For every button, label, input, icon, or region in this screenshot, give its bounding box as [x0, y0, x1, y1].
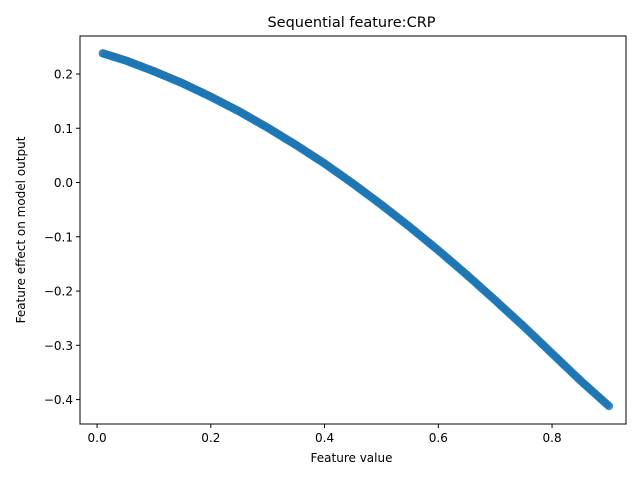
- y-tick-label: −0.4: [44, 393, 73, 407]
- x-tick-label: 0.0: [88, 431, 107, 445]
- x-tick-label: 0.4: [315, 431, 334, 445]
- plot-frame: [79, 35, 627, 425]
- x-axis-ticks: 0.0 0.2 0.4 0.6 0.8: [88, 424, 562, 445]
- y-tick-label: −0.3: [44, 339, 73, 353]
- x-tick-label: 0.8: [543, 431, 562, 445]
- y-tick-label: −0.1: [44, 230, 73, 244]
- y-axis-ticks: 0.2 0.1 0.0 −0.1 −0.2 −0.3 −0.4: [44, 67, 80, 407]
- data-points: [98, 49, 614, 411]
- x-tick-label: 0.2: [201, 431, 220, 445]
- chart-title: Sequential feature:CRP: [267, 15, 435, 31]
- y-tick-label: 0.0: [54, 176, 73, 190]
- y-axis-label: Feature effect on model output: [14, 136, 28, 323]
- y-tick-label: 0.2: [54, 67, 73, 81]
- data-point: [604, 401, 614, 411]
- y-tick-label: 0.1: [54, 122, 73, 136]
- y-tick-label: −0.2: [44, 285, 73, 299]
- x-tick-label: 0.6: [429, 431, 448, 445]
- x-axis-label: Feature value: [311, 451, 393, 465]
